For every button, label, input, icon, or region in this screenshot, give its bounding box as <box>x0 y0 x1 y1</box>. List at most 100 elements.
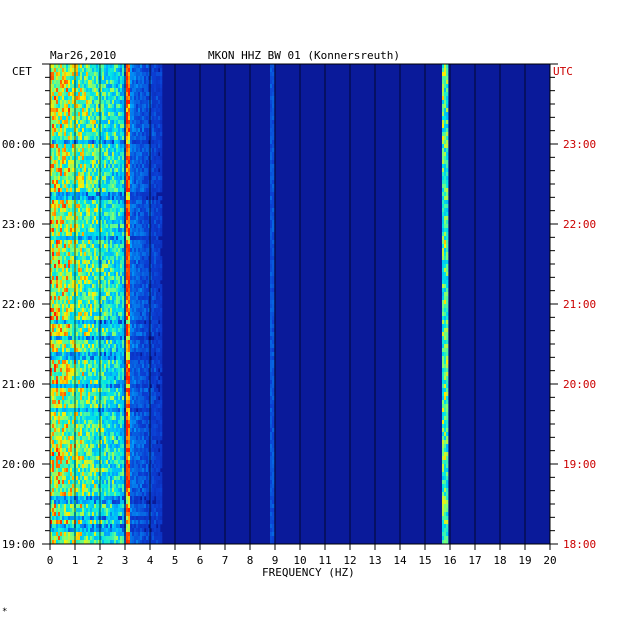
spectrogram-cell <box>80 240 83 245</box>
spectrogram-cell <box>50 68 53 73</box>
spectrogram-cell <box>102 64 105 69</box>
spectrogram-cell <box>156 168 159 173</box>
spectrogram-cell <box>90 228 93 233</box>
spectrogram-cell <box>96 80 99 85</box>
spectrogram-cell <box>130 212 133 217</box>
spectrogram-cell <box>110 228 113 233</box>
spectrogram-cell <box>106 364 109 369</box>
spectrogram-cell <box>116 68 119 73</box>
spectrogram-cell <box>116 148 119 153</box>
spectrogram-cell <box>160 176 163 181</box>
spectrogram-cell <box>102 336 105 341</box>
spectrogram-cell <box>160 232 163 237</box>
spectrogram-cell <box>104 308 107 313</box>
spectrogram-cell <box>92 140 95 145</box>
spectrogram-cell <box>82 184 85 189</box>
spectrogram-cell <box>108 228 111 233</box>
spectrogram-cell <box>160 352 163 357</box>
spectrogram-cell <box>54 212 57 217</box>
spectrogram-cell <box>108 92 111 97</box>
spectrogram-cell <box>148 120 151 125</box>
spectrogram-cell <box>64 376 67 381</box>
spectrogram-cell <box>50 264 53 269</box>
spectrogram-cell <box>114 144 117 149</box>
spectrogram-cell <box>442 164 445 169</box>
spectrogram-cell <box>80 116 83 121</box>
spectrogram-cell <box>110 76 113 81</box>
spectrogram-cell <box>70 372 73 377</box>
spectrogram-cell <box>100 144 103 149</box>
spectrogram-cell <box>146 352 149 357</box>
spectrogram-cell <box>116 252 119 257</box>
spectrogram-cell <box>78 140 81 145</box>
spectrogram-cell <box>80 208 83 213</box>
spectrogram-cell <box>70 256 73 261</box>
spectrogram-cell <box>100 316 103 321</box>
spectrogram-cell <box>102 160 105 165</box>
spectrogram-cell <box>72 268 75 273</box>
spectrogram-cell <box>150 280 153 285</box>
spectrogram-cell <box>86 264 89 269</box>
spectrogram-cell <box>154 216 157 221</box>
spectrogram-cell <box>152 84 155 89</box>
spectrogram-cell <box>134 128 137 133</box>
spectrogram-cell <box>54 328 57 333</box>
spectrogram-cell <box>152 348 155 353</box>
spectrogram-cell <box>444 72 447 77</box>
spectrogram-cell <box>446 252 449 257</box>
spectrogram-cell <box>158 380 161 385</box>
spectrogram-cell <box>132 336 135 341</box>
spectrogram-cell <box>84 364 87 369</box>
spectrogram-cell <box>144 208 147 213</box>
spectrogram-cell <box>122 244 125 249</box>
spectrogram-cell <box>118 256 121 261</box>
spectrogram-cell <box>118 244 121 249</box>
spectrogram-cell <box>148 284 151 289</box>
spectrogram-cell <box>130 336 133 341</box>
spectrogram-cell <box>120 72 123 77</box>
spectrogram-cell <box>66 80 69 85</box>
spectrogram-cell <box>116 92 119 97</box>
spectrogram-cell <box>110 292 113 297</box>
spectrogram-cell <box>102 108 105 113</box>
spectrogram-cell <box>118 368 121 373</box>
spectrogram-cell <box>102 104 105 109</box>
spectrogram-cell <box>58 280 61 285</box>
spectrogram-cell <box>68 136 71 141</box>
spectrogram-cell <box>142 216 145 221</box>
spectrogram-cell <box>142 68 145 73</box>
spectrogram-cell <box>66 248 69 253</box>
spectrogram-cell <box>150 360 153 365</box>
spectrogram-cell <box>60 320 63 325</box>
spectrogram-cell <box>272 96 275 101</box>
spectrogram-cell <box>50 348 53 353</box>
spectrogram-cell <box>90 172 93 177</box>
spectrogram-cell <box>96 204 99 209</box>
spectrogram-cell <box>126 284 129 289</box>
spectrogram-cell <box>54 64 57 69</box>
spectrogram-cell <box>72 108 75 113</box>
spectrogram-cell <box>100 92 103 97</box>
spectrogram-cell <box>76 236 79 241</box>
spectrogram-cell <box>442 152 445 157</box>
spectrogram-cell <box>132 372 135 377</box>
spectrogram-cell <box>152 224 155 229</box>
spectrogram-cell <box>154 72 157 77</box>
spectrogram-cell <box>68 144 71 149</box>
spectrogram-cell <box>70 336 73 341</box>
spectrogram-cell <box>150 236 153 241</box>
spectrogram-cell <box>62 104 65 109</box>
spectrogram-cell <box>90 112 93 117</box>
spectrogram-cell <box>128 372 131 377</box>
spectrogram-cell <box>72 64 75 69</box>
spectrogram-cell <box>106 292 109 297</box>
spectrogram-cell <box>144 72 147 77</box>
spectrogram-cell <box>270 192 273 197</box>
spectrogram-cell <box>126 264 129 269</box>
spectrogram-cell <box>68 272 71 277</box>
spectrogram-cell <box>90 188 93 193</box>
spectrogram-cell <box>270 220 273 225</box>
spectrogram-cell <box>126 240 129 245</box>
spectrogram-cell <box>128 104 131 109</box>
spectrogram-cell <box>84 84 87 89</box>
